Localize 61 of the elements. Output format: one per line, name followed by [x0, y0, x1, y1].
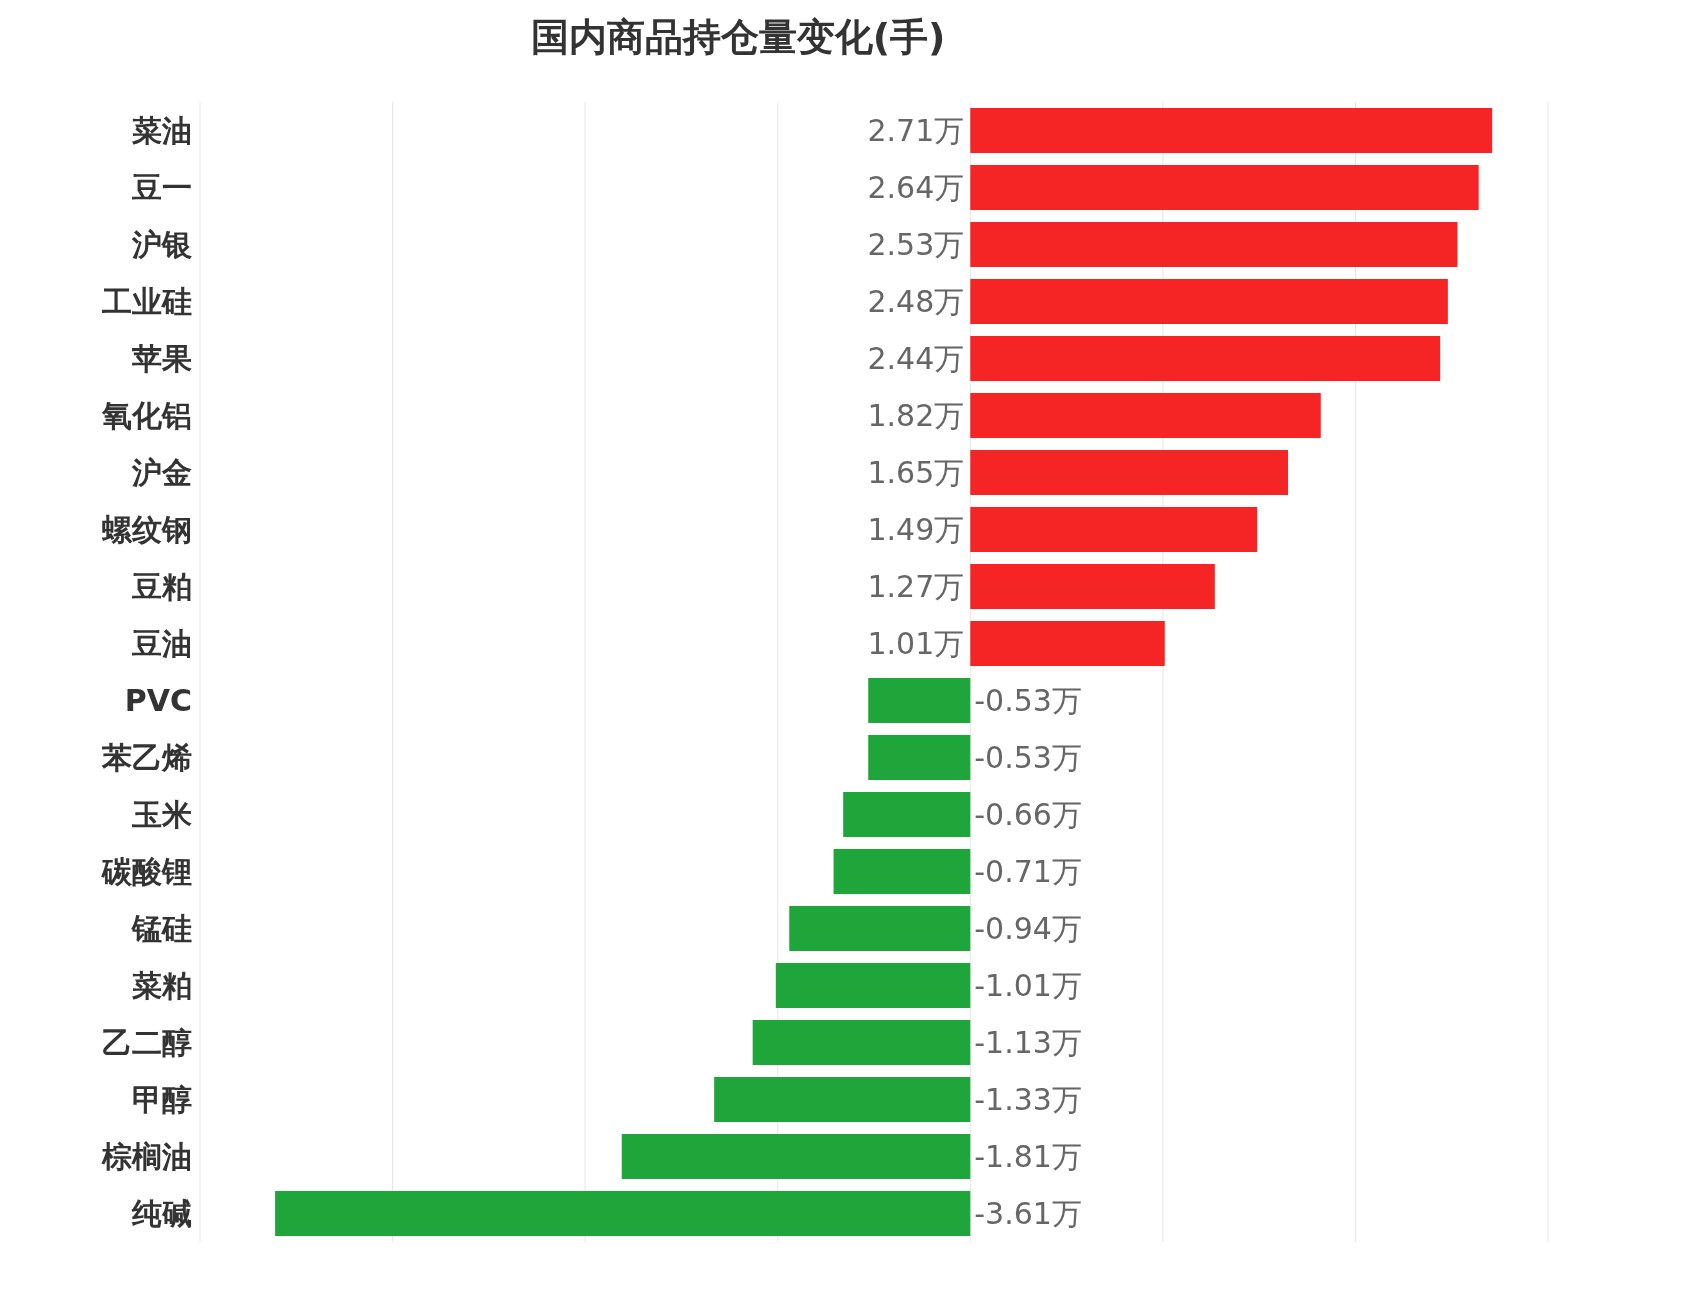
- y-tick-label: 甲醇: [132, 1082, 192, 1118]
- data-label: 2.44万: [867, 341, 965, 376]
- y-tick-label: 豆一: [131, 170, 192, 206]
- y-tick-label: 锰硅: [131, 911, 192, 947]
- bar: [970, 564, 1215, 609]
- bar: [775, 963, 971, 1008]
- data-label: 1.82万: [867, 398, 965, 433]
- y-tick-label: 菜油: [131, 113, 192, 149]
- data-label: 1.01万: [867, 626, 965, 661]
- data-label: 2.48万: [867, 284, 965, 319]
- y-tick-label: 豆油: [131, 626, 192, 662]
- data-label: 1.49万: [867, 512, 965, 547]
- data-label: 2.53万: [867, 227, 965, 262]
- y-tick-label: 碳酸锂: [101, 854, 192, 890]
- y-tick-label: 工业硅: [101, 284, 192, 320]
- bar: [970, 108, 1493, 153]
- data-label: -3.61万: [974, 1196, 1082, 1231]
- bar: [868, 735, 971, 780]
- bar: [970, 450, 1289, 495]
- y-tick-label: 螺纹钢: [101, 512, 192, 548]
- bar: [970, 222, 1458, 267]
- data-label: -1.13万: [974, 1025, 1082, 1060]
- data-label: 2.64万: [867, 170, 965, 205]
- data-label: -1.81万: [974, 1139, 1082, 1174]
- bar: [970, 165, 1479, 210]
- y-tick-label: 氧化铝: [101, 398, 192, 434]
- bar: [752, 1020, 971, 1065]
- y-tick-label: 苯乙烯: [101, 740, 192, 776]
- y-tick-label: 沪金: [131, 455, 192, 491]
- y-tick-label: 沪银: [131, 227, 192, 263]
- bar: [789, 906, 971, 951]
- data-label: -0.53万: [974, 740, 1082, 775]
- data-label: 1.27万: [867, 569, 965, 604]
- bar: [868, 678, 971, 723]
- y-tick-label: 玉米: [131, 797, 192, 833]
- y-tick-label: 棕榈油: [101, 1139, 192, 1175]
- bar: [714, 1077, 971, 1122]
- data-label: -1.33万: [974, 1082, 1082, 1117]
- data-label: -0.71万: [974, 854, 1082, 889]
- bar: [970, 279, 1448, 324]
- bar: [970, 393, 1321, 438]
- bar: [843, 792, 971, 837]
- y-tick-label: 纯碱: [131, 1196, 192, 1232]
- data-label: -1.01万: [974, 968, 1082, 1003]
- bar: [275, 1191, 971, 1236]
- y-tick-label: 菜粕: [131, 968, 192, 1004]
- chart-title: 国内商品持仓量变化(手): [529, 14, 947, 61]
- data-label: -0.53万: [974, 683, 1082, 718]
- bar: [970, 621, 1165, 666]
- y-tick-label: PVC: [124, 683, 192, 719]
- bar: [970, 336, 1441, 381]
- y-tick-label: 豆粕: [131, 569, 192, 605]
- bar: [621, 1134, 971, 1179]
- data-label: -0.66万: [974, 797, 1082, 832]
- y-tick-label: 苹果: [131, 341, 192, 377]
- data-label: 2.71万: [867, 113, 965, 148]
- bar: [970, 507, 1258, 552]
- data-label: 1.65万: [867, 455, 965, 490]
- y-tick-label: 乙二醇: [102, 1025, 192, 1061]
- bar: [833, 849, 971, 894]
- data-label: -0.94万: [974, 911, 1082, 946]
